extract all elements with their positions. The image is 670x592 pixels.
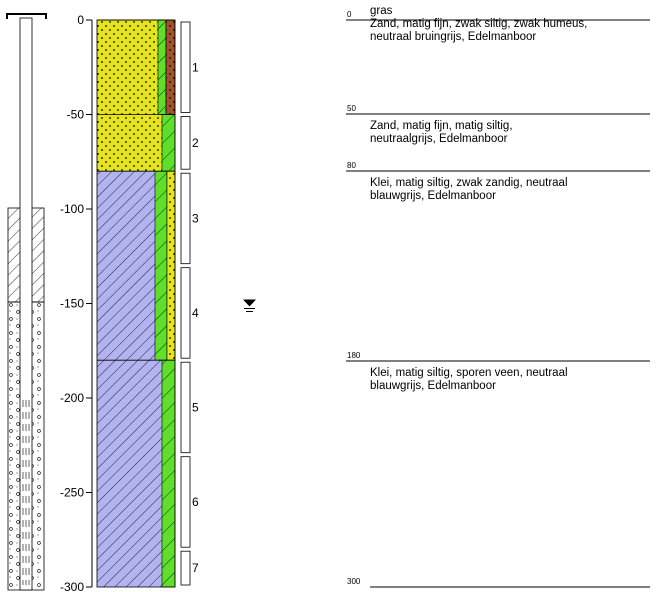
sample-box bbox=[180, 267, 191, 359]
layer-description-line: Klei, matig siltig, zwak zandig, neutraa… bbox=[370, 177, 568, 189]
sample-box bbox=[180, 116, 191, 170]
axis-tick-label: -150 bbox=[60, 297, 84, 311]
groundwater-level-icon bbox=[243, 299, 256, 312]
layer-description-line: blauwgrijs, Edelmanboor bbox=[370, 190, 496, 202]
lithology-layer-pattern bbox=[97, 171, 155, 361]
admixture-strip-pattern bbox=[158, 20, 166, 115]
sample-label: 5 bbox=[192, 400, 199, 414]
layer-description-line: Zand, matig fijn, zwak siltig, zwak hume… bbox=[370, 18, 587, 30]
sample-label: 6 bbox=[192, 495, 199, 509]
lithology-column bbox=[96, 19, 176, 588]
layer-description-line: Klei, matig siltig, sporen veen, neutraa… bbox=[370, 367, 568, 379]
sample-box bbox=[180, 550, 191, 586]
admixture-strip-pattern bbox=[167, 171, 175, 361]
sample-box bbox=[180, 361, 191, 454]
axis-tick-label: 0 bbox=[77, 13, 84, 27]
sample-label: 2 bbox=[192, 136, 199, 150]
sample-label: 7 bbox=[192, 561, 199, 575]
axis-tick-label: -300 bbox=[60, 580, 84, 592]
layer-top-depth: 50 bbox=[347, 104, 356, 113]
lithology-layer-pattern bbox=[97, 360, 162, 587]
lithology-layer-pattern bbox=[97, 114, 162, 172]
admixture-strip-pattern bbox=[162, 360, 175, 587]
sample-box bbox=[180, 456, 191, 548]
layer-description-line: Zand, matig fijn, matig siltig, bbox=[370, 120, 513, 132]
well-screen bbox=[22, 400, 30, 585]
layer-top-depth: 80 bbox=[347, 161, 356, 170]
admixture-strip-pattern bbox=[155, 171, 167, 361]
sample-column: 1 2 3 4 5 6 7 bbox=[180, 21, 199, 586]
layer-description-line: blauwgrijs, Edelmanboor bbox=[370, 380, 496, 392]
column-border bbox=[96, 19, 176, 588]
axis-tick-label: -250 bbox=[60, 486, 84, 500]
sample-label: 3 bbox=[192, 211, 199, 225]
sample-box bbox=[180, 21, 191, 113]
layer-top-depth: 180 bbox=[347, 351, 361, 360]
well-cap bbox=[6, 13, 47, 19]
layer-top-depth: 0 bbox=[347, 10, 352, 19]
sample-label: 4 bbox=[192, 306, 199, 320]
end-depth-label: 300 bbox=[347, 577, 361, 586]
sample-box bbox=[180, 172, 191, 265]
depth-axis: 0 -50 -100 -150 -200 -250 -300 bbox=[60, 13, 93, 592]
layer-description-line: neutraal bruingrijs, Edelmanboor bbox=[370, 31, 536, 43]
layer-description-line: gras bbox=[370, 5, 393, 17]
layer-description-line: neutraalgrijs, Edelmanboor bbox=[370, 133, 508, 145]
admixture-strip-pattern bbox=[162, 114, 175, 172]
axis-tick-label: -50 bbox=[67, 108, 85, 122]
well-pipe bbox=[19, 17, 33, 591]
lithology-layer-pattern bbox=[97, 20, 158, 115]
axis-tick-label: -200 bbox=[60, 391, 84, 405]
well-diagram bbox=[6, 13, 47, 591]
admixture-strip-pattern bbox=[166, 20, 175, 115]
sample-label: 1 bbox=[192, 60, 199, 74]
axis-tick-label: -100 bbox=[60, 202, 84, 216]
